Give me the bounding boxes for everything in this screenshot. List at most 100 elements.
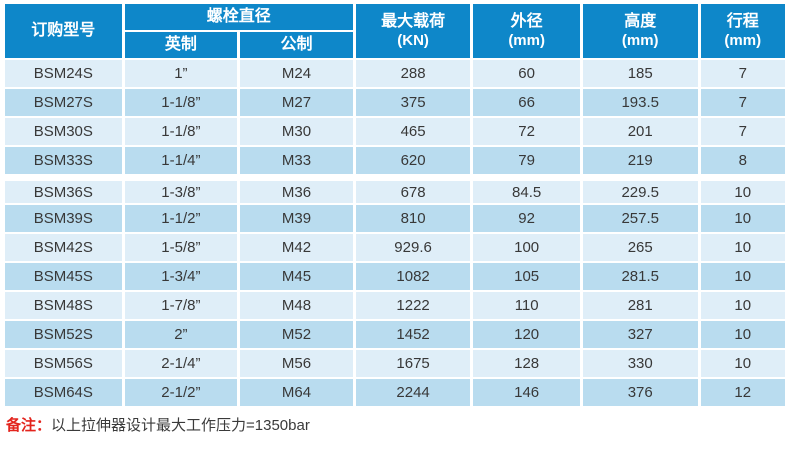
cell-imperial: 1-3/8” (124, 176, 238, 203)
header-imperial: 英制 (124, 32, 238, 58)
cell-outer-diameter: 128 (473, 350, 580, 377)
cell-model: BSM42S (5, 234, 122, 261)
cell-metric: M39 (240, 205, 353, 232)
header-stroke-label: 行程 (726, 12, 759, 30)
cell-max-load: 288 (355, 60, 471, 87)
cell-stroke: 10 (700, 176, 785, 203)
cell-max-load: 1222 (355, 292, 471, 319)
page: 订购型号 螺栓直径 最大载荷 (KN) 外径 (mm) 高度 (mm) 行程 (… (2, 2, 788, 435)
cell-metric: M24 (240, 60, 353, 87)
cell-metric: M36 (240, 176, 353, 203)
table-row: BSM30S 1-1/8” M30 465 72 201 7 (5, 118, 785, 145)
header-model-label: 订购型号 (31, 22, 96, 40)
cell-model: BSM36S (5, 176, 122, 203)
cell-max-load: 1082 (355, 263, 471, 290)
cell-model: BSM45S (5, 263, 122, 290)
cell-height: 327 (582, 321, 698, 348)
cell-imperial: 2-1/2” (124, 379, 238, 406)
cell-max-load: 465 (355, 118, 471, 145)
cell-imperial: 1” (124, 60, 238, 87)
cell-outer-diameter: 72 (473, 118, 580, 145)
cell-max-load: 1675 (355, 350, 471, 377)
cell-outer-diameter: 105 (473, 263, 580, 290)
cell-stroke: 7 (700, 118, 785, 145)
header-model: 订购型号 (5, 4, 122, 58)
cell-height: 376 (582, 379, 698, 406)
cell-outer-diameter: 100 (473, 234, 580, 261)
cell-imperial: 1-1/8” (124, 118, 238, 145)
header-stroke-unit: (mm) (724, 32, 762, 49)
header-outer-diameter: 外径 (mm) (473, 4, 580, 58)
header-height-label: 高度 (624, 12, 657, 30)
header-outer-diameter-label: 外径 (510, 12, 543, 30)
cell-model: BSM39S (5, 205, 122, 232)
cell-outer-diameter: 146 (473, 379, 580, 406)
table-row: BSM36S 1-3/8” M36 678 84.5 229.5 10 (5, 176, 785, 203)
cell-metric: M42 (240, 234, 353, 261)
header-height: 高度 (mm) (582, 4, 698, 58)
header-stroke: 行程 (mm) (700, 4, 785, 58)
cell-height: 265 (582, 234, 698, 261)
cell-stroke: 7 (700, 89, 785, 116)
cell-model: BSM30S (5, 118, 122, 145)
cell-height: 257.5 (582, 205, 698, 232)
table-row: BSM48S 1-7/8” M48 1222 110 281 10 (5, 292, 785, 319)
cell-max-load: 678 (355, 176, 471, 203)
cell-height: 330 (582, 350, 698, 377)
table-row: BSM56S 2-1/4” M56 1675 128 330 10 (5, 350, 785, 377)
cell-stroke: 10 (700, 205, 785, 232)
header-max-load-unit: (KN) (397, 32, 429, 49)
cell-height: 201 (582, 118, 698, 145)
cell-stroke: 10 (700, 350, 785, 377)
header-row-2: 英制 公制 (5, 32, 785, 58)
cell-stroke: 12 (700, 379, 785, 406)
footnote: 备注：以上拉伸器设计最大工作压力=1350bar (6, 417, 788, 435)
cell-height: 281.5 (582, 263, 698, 290)
cell-outer-diameter: 120 (473, 321, 580, 348)
cell-max-load: 1452 (355, 321, 471, 348)
table-header: 订购型号 螺栓直径 最大载荷 (KN) 外径 (mm) 高度 (mm) 行程 (… (5, 4, 785, 58)
table-row: BSM52S 2” M52 1452 120 327 10 (5, 321, 785, 348)
table-row: BSM33S 1-1/4” M33 620 79 219 8 (5, 147, 785, 174)
cell-imperial: 1-1/2” (124, 205, 238, 232)
cell-model: BSM33S (5, 147, 122, 174)
cell-max-load: 375 (355, 89, 471, 116)
cell-outer-diameter: 84.5 (473, 176, 580, 203)
cell-stroke: 8 (700, 147, 785, 174)
table-row: BSM24S 1” M24 288 60 185 7 (5, 60, 785, 87)
cell-outer-diameter: 79 (473, 147, 580, 174)
cell-model: BSM27S (5, 89, 122, 116)
cell-metric: M30 (240, 118, 353, 145)
cell-stroke: 10 (700, 321, 785, 348)
cell-imperial: 1-1/4” (124, 147, 238, 174)
table-row: BSM27S 1-1/8” M27 375 66 193.5 7 (5, 89, 785, 116)
cell-stroke: 10 (700, 263, 785, 290)
footnote-text: 以上拉伸器设计最大工作压力=1350bar (51, 417, 310, 434)
cell-metric: M27 (240, 89, 353, 116)
cell-model: BSM56S (5, 350, 122, 377)
cell-height: 219 (582, 147, 698, 174)
cell-stroke: 7 (700, 60, 785, 87)
table-row: BSM45S 1-3/4” M45 1082 105 281.5 10 (5, 263, 785, 290)
cell-metric: M33 (240, 147, 353, 174)
cell-max-load: 2244 (355, 379, 471, 406)
cell-imperial: 1-7/8” (124, 292, 238, 319)
cell-imperial: 1-3/4” (124, 263, 238, 290)
cell-outer-diameter: 110 (473, 292, 580, 319)
table-row: BSM42S 1-5/8” M42 929.6 100 265 10 (5, 234, 785, 261)
header-height-unit: (mm) (621, 32, 659, 49)
cell-outer-diameter: 60 (473, 60, 580, 87)
header-metric: 公制 (240, 32, 353, 58)
cell-max-load: 929.6 (355, 234, 471, 261)
cell-stroke: 10 (700, 234, 785, 261)
header-max-load: 最大载荷 (KN) (355, 4, 471, 58)
cell-model: BSM52S (5, 321, 122, 348)
header-imperial-label: 英制 (164, 36, 197, 54)
cell-imperial: 2” (124, 321, 238, 348)
header-bolt-diameter-label: 螺栓直径 (206, 8, 271, 26)
bolt-tensioner-spec-table: 订购型号 螺栓直径 最大载荷 (KN) 外径 (mm) 高度 (mm) 行程 (… (2, 2, 788, 408)
header-row-1: 订购型号 螺栓直径 最大载荷 (KN) 外径 (mm) 高度 (mm) 行程 (… (5, 4, 785, 58)
cell-height: 185 (582, 60, 698, 87)
cell-model: BSM64S (5, 379, 122, 406)
cell-metric: M56 (240, 350, 353, 377)
